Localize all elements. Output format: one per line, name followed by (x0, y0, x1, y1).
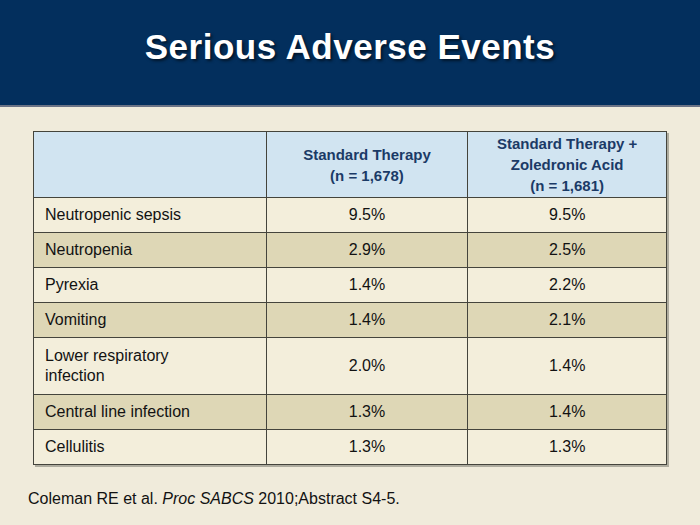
title-band: Serious Adverse Events (0, 0, 700, 107)
citation-detail: 2010;Abstract S4-5. (254, 490, 400, 507)
citation: Coleman RE et al. Proc SABCS 2010;Abstra… (28, 489, 400, 509)
event-label: Vomiting (34, 303, 267, 338)
table-header-row: Standard Therapy (n = 1,678) Standard Th… (34, 132, 667, 198)
zoledronic-value: 1.4% (468, 395, 667, 430)
standard-therapy-value: 9.5% (266, 198, 468, 233)
slide: Serious Adverse Events Standard Therapy … (0, 0, 700, 525)
table-row-neutropenic-sepsis: Neutropenic sepsis 9.5% 9.5% (34, 198, 667, 233)
event-label: Pyrexia (34, 268, 267, 303)
zoledronic-value: 2.2% (468, 268, 667, 303)
header-event-column (34, 132, 267, 198)
header-standard-therapy: Standard Therapy (n = 1,678) (266, 132, 468, 198)
zoledronic-value: 9.5% (468, 198, 667, 233)
table-row-pyrexia: Pyrexia 1.4% 2.2% (34, 268, 667, 303)
event-label: Neutropenic sepsis (34, 198, 267, 233)
table-row-vomiting: Vomiting 1.4% 2.1% (34, 303, 667, 338)
zoledronic-value: 2.5% (468, 233, 667, 268)
event-label: Neutropenia (34, 233, 267, 268)
event-label: Central line infection (34, 395, 267, 430)
standard-therapy-value: 1.3% (266, 395, 468, 430)
standard-therapy-value: 2.9% (266, 233, 468, 268)
table-row-central-line-infection: Central line infection 1.3% 1.4% (34, 395, 667, 430)
table-row-cellulitis: Cellulitis 1.3% 1.3% (34, 430, 667, 465)
event-label: Cellulitis (34, 430, 267, 465)
event-label: Lower respiratory infection (34, 338, 267, 395)
standard-therapy-value: 2.0% (266, 338, 468, 395)
standard-therapy-value: 1.3% (266, 430, 468, 465)
table-row-neutropenia: Neutropenia 2.9% 2.5% (34, 233, 667, 268)
slide-title: Serious Adverse Events (0, 27, 700, 67)
zoledronic-value: 1.4% (468, 338, 667, 395)
zoledronic-value: 1.3% (468, 430, 667, 465)
citation-journal: Proc SABCS (162, 490, 254, 507)
standard-therapy-value: 1.4% (266, 303, 468, 338)
adverse-events-table: Standard Therapy (n = 1,678) Standard Th… (33, 131, 667, 465)
citation-authors: Coleman RE et al. (28, 490, 162, 507)
standard-therapy-value: 1.4% (266, 268, 468, 303)
header-standard-therapy-zoledronic: Standard Therapy + Zoledronic Acid (n = … (468, 132, 667, 198)
table-row-lower-respiratory-infection: Lower respiratory infection 2.0% 1.4% (34, 338, 667, 395)
zoledronic-value: 2.1% (468, 303, 667, 338)
